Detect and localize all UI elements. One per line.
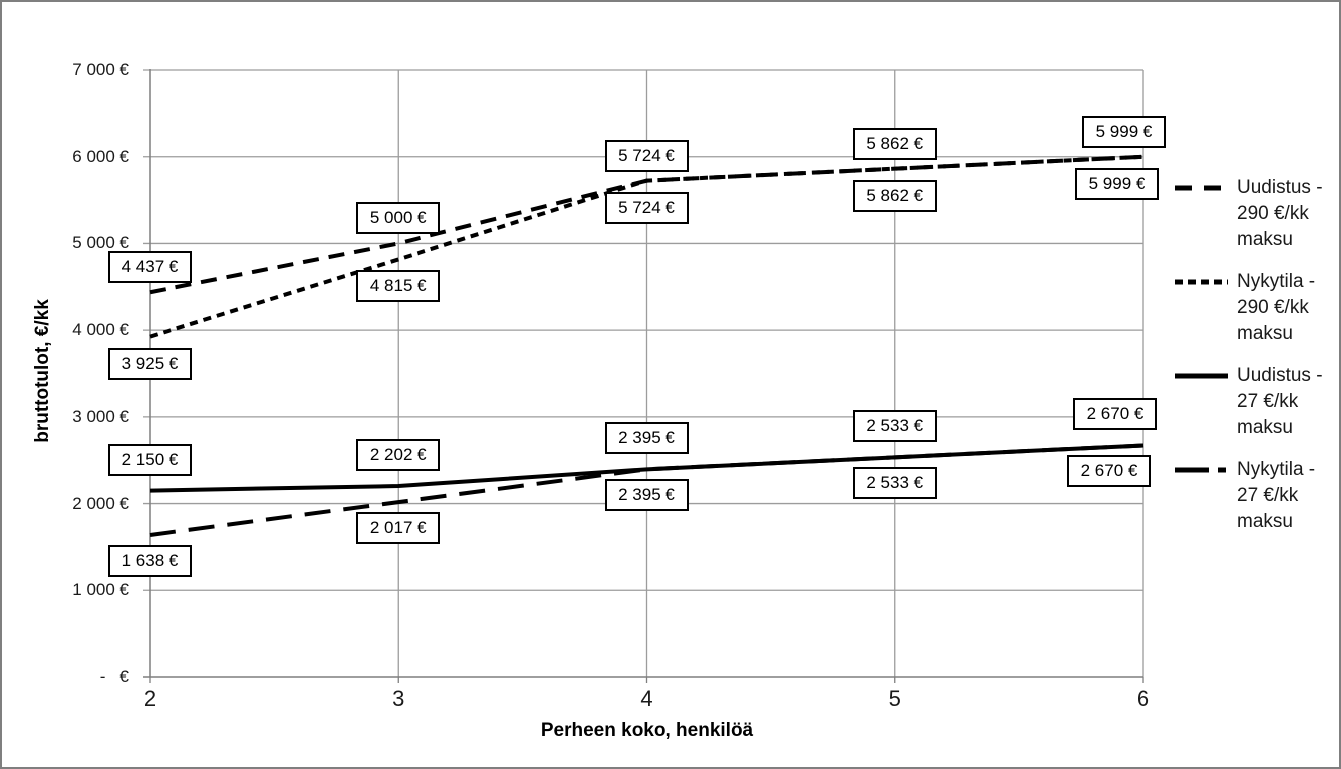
value-label-uudistus-290-kk-maksu-x4: 5 724 € (604, 139, 689, 172)
value-label-uudistus-290-kk-maksu-x2: 4 437 € (108, 251, 192, 284)
legend-item-nykytila-27-kk-maksu: Nykytila - 27 €/kk maksu (1175, 457, 1339, 535)
legend-line-sample-icon (1175, 279, 1228, 285)
y-tick-label: - € (99, 667, 129, 686)
value-label-nykytila-290-kk-maksu-x2: 3 925 € (108, 347, 192, 380)
y-axis-title: bruttotulot, €/kk (32, 299, 53, 443)
legend-label: Uudistus - 27 €/kk maksu (1237, 365, 1323, 438)
value-label-nykytila-290-kk-maksu-x6: 5 999 € (1075, 167, 1159, 200)
y-tick-label: 7 000 € (72, 60, 129, 79)
legend-item-nykytila-290-kk-maksu: Nykytila - 290 €/kk maksu (1175, 269, 1339, 347)
value-label-uudistus-290-kk-maksu-x6: 5 999 € (1082, 115, 1166, 148)
value-label-nykytila-27-kk-maksu-x2: 1 638 € (108, 544, 192, 577)
value-label-uudistus-27-kk-maksu-x6: 2 670 € (1073, 398, 1157, 431)
value-label-nykytila-290-kk-maksu-x3: 4 815 € (356, 270, 441, 303)
series-line-nykytila-27-kk-maksu (149, 443, 1144, 537)
legend-label: Nykytila - 290 €/kk maksu (1237, 271, 1316, 344)
y-tick-label: 5 000 € (72, 233, 129, 253)
y-tick-label: 3 000 € (72, 406, 129, 426)
x-tick-label: 4 (640, 686, 653, 711)
value-label-nykytila-27-kk-maksu-x4: 2 395 € (604, 479, 689, 512)
series-line-nykytila-290-kk-maksu (149, 154, 1144, 339)
x-tick-label: 6 (1136, 686, 1150, 711)
value-label-nykytila-27-kk-maksu-x6: 2 670 € (1067, 455, 1151, 488)
y-tick-label: 1 000 € (72, 580, 129, 600)
y-tick-label: 4 000 € (72, 320, 129, 340)
value-label-uudistus-27-kk-maksu-x4: 2 395 € (604, 422, 689, 455)
legend-label: Nykytila - 27 €/kk maksu (1237, 459, 1316, 532)
legend-item-uudistus-290-kk-maksu: Uudistus - 290 €/kk maksu (1175, 175, 1339, 253)
legend-line-sample-icon (1175, 185, 1228, 191)
value-label-nykytila-290-kk-maksu-x5: 5 862 € (852, 179, 937, 212)
y-tick-label: 2 000 € (72, 493, 129, 513)
legend-label: Uudistus - 290 €/kk maksu (1237, 177, 1323, 250)
x-tick-label: 3 (392, 686, 405, 711)
value-label-nykytila-27-kk-maksu-x5: 2 533 € (852, 467, 937, 500)
value-label-uudistus-290-kk-maksu-x3: 5 000 € (356, 202, 441, 235)
legend: Uudistus - 290 €/kk maksu Nykytila - 290 … (1175, 175, 1339, 551)
value-label-uudistus-27-kk-maksu-x5: 2 533 € (852, 410, 937, 443)
y-tick-label: 6 000 € (72, 146, 129, 166)
legend-line-sample-icon (1175, 467, 1228, 473)
value-label-nykytila-290-kk-maksu-x4: 5 724 € (604, 191, 689, 224)
value-label-uudistus-290-kk-maksu-x5: 5 862 € (852, 127, 937, 160)
legend-item-uudistus-27-kk-maksu: Uudistus - 27 €/kk maksu (1175, 363, 1339, 441)
value-label-uudistus-27-kk-maksu-x3: 2 202 € (356, 439, 441, 472)
x-tick-label: 5 (888, 686, 901, 711)
x-tick-label: 2 (143, 686, 157, 711)
x-axis-title: Perheen koko, henkilöä (540, 720, 754, 741)
legend-line-sample-icon (1175, 373, 1228, 379)
value-label-uudistus-27-kk-maksu-x2: 2 150 € (108, 443, 192, 476)
value-label-nykytila-27-kk-maksu-x3: 2 017 € (356, 512, 441, 545)
